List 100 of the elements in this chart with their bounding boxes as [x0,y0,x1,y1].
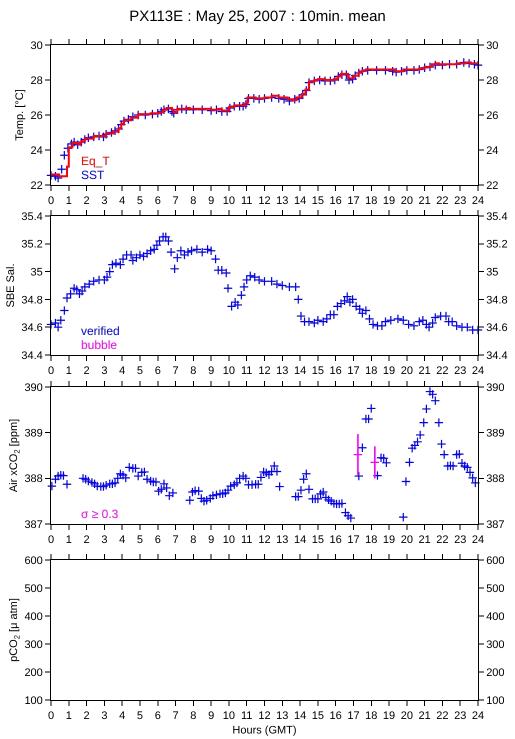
x-tick-label: 3 [101,710,108,722]
x-tick-label: 7 [172,365,179,378]
x-tick-label: 19 [382,365,396,378]
x-tick-label: 10 [222,710,236,722]
x-tick-label: 14 [294,534,306,546]
x-tick-label: 17 [347,710,360,722]
x-tick-label: 12 [258,195,271,208]
x-tick-label: 7 [172,710,179,722]
y-tick-label: 500 [24,582,43,595]
x-tick-label: 15 [312,710,324,722]
x-tick-label: 6 [154,710,161,722]
x-tick-label: 9 [208,710,214,722]
x-tick-label: 2 [84,365,90,378]
annotation: bubble [81,338,118,352]
y2-tick-label: 389 [486,428,505,440]
y2-tick-label: 35 [486,266,498,278]
x-tick-label: 23 [454,534,466,546]
x-tick-label: 10 [222,534,236,546]
x-tick-label: 21 [418,195,431,208]
x-tick-label: 4 [119,710,126,722]
x-tick-label: 1 [66,195,72,208]
x-tick-label: 3 [101,365,108,378]
x-tick-label: 4 [119,365,126,378]
x-tick-label: 22 [436,710,449,722]
x-tick-label: 6 [154,365,161,378]
series-label: SST [81,168,106,182]
x-tick-label: 17 [347,195,360,208]
x-tick-label: 13 [276,534,288,546]
x-tick-label: 16 [330,365,342,378]
x-tick-label: 16 [330,195,342,208]
x-tick-label: 13 [276,710,288,722]
x-tick-label: 15 [312,534,324,546]
y-tick-label: 35.2 [21,238,43,251]
x-tick-label: 0 [48,534,54,546]
x-tick-label: 3 [101,534,108,546]
x-tick-label: 22 [436,534,449,546]
x-tick-label: 22 [436,365,449,378]
x-tick-label: 1 [66,710,72,722]
x-tick-label: 0 [48,195,54,208]
y2-tick-label: 390 [486,382,505,394]
x-tick-label: 21 [418,365,431,378]
series-label: Eq_T [81,154,110,168]
x-tick-label: 7 [172,195,179,208]
x-tick-label: 10 [222,195,236,208]
x-tick-label: 15 [312,195,324,208]
x-tick-label: 9 [208,534,214,546]
y-tick-label: 26 [30,110,43,122]
y-axis-title: Temp. [°C] [14,89,26,141]
x-tick-label: 11 [241,534,252,546]
x-tick-label: 7 [172,534,179,546]
x-tick-label: 24 [472,195,484,208]
y-axis-title: SBE Sal. [5,263,18,308]
y-tick-label: 28 [30,74,43,87]
y2-tick-label: 34.6 [486,322,508,334]
x-tick-label: 17 [347,534,360,546]
x-tick-label: 6 [154,195,161,208]
x-tick-label: 5 [136,710,144,722]
y-tick-label: 400 [24,610,43,623]
x-tick-label: 16 [330,710,342,722]
x-tick-label: 11 [241,195,252,208]
y2-tick-label: 26 [486,110,498,122]
x-tick-label: 6 [154,534,161,546]
text: σ ≥ 0.3 [81,507,119,521]
y-tick-label: 387 [24,518,43,531]
x-tick-label: 24 [472,534,484,546]
y2-tick-label: 35.4 [486,210,508,223]
y2-tick-label: 600 [486,554,505,567]
y-tick-label: 35 [30,266,43,278]
x-tick-label: 9 [208,365,214,378]
x-tick-label: 23 [454,365,466,378]
y2-tick-label: 500 [486,582,505,595]
x-tick-label: 18 [365,195,378,208]
y2-tick-label: 387 [486,518,505,531]
x-tick-label: 14 [294,195,306,208]
x-tick-label: 18 [365,365,378,378]
series-label: verified [81,324,120,338]
x-tick-label: 11 [241,365,252,378]
x-tick-label: 23 [454,195,466,208]
x-tick-label: 4 [119,195,126,208]
x-tick-label: 19 [382,195,396,208]
x-tick-label: 14 [294,710,306,722]
y2-tick-label: 34.4 [486,350,508,362]
x-tick-label: 8 [190,534,196,546]
x-tick-label: 20 [400,195,413,208]
x-tick-label: 22 [436,195,449,208]
x-tick-label: 8 [190,195,196,208]
x-tick-label: 0 [48,710,54,722]
x-tick-label: 3 [101,195,108,208]
y-tick-label: 35.4 [21,210,43,223]
x-tick-label: 13 [276,195,288,208]
y2-tick-label: 388 [486,473,505,486]
x-tick-label: 0 [48,365,54,378]
x-tick-label: 10 [222,365,236,378]
y2-tick-label: 22 [486,180,498,192]
x-tick-label: 19 [382,534,396,546]
x-axis-title: Hours (GMT) [232,724,297,736]
y-tick-label: 22 [30,180,43,192]
y-tick-label: 30 [30,40,43,52]
y-tick-label: 388 [24,473,43,486]
x-tick-label: 12 [258,534,271,546]
